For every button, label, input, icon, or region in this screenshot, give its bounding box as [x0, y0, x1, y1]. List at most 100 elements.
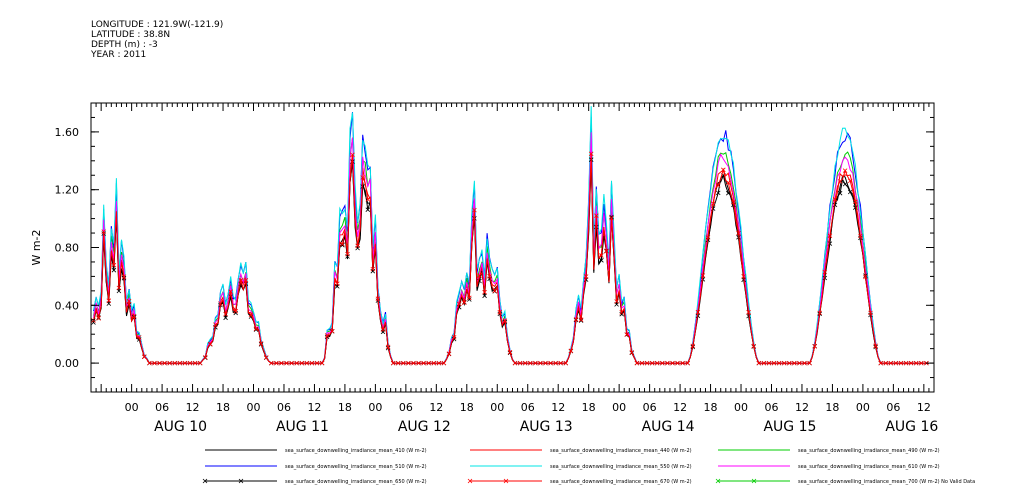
- y-tick-label: 0.40: [55, 299, 80, 312]
- series-marker-6: [91, 320, 96, 325]
- y-tick-label: 0.80: [55, 242, 80, 255]
- series-marker-7: [502, 318, 508, 323]
- series-line-7: [93, 153, 929, 364]
- legend-label: sea_surface_downwelling_irradiance_mean_…: [285, 464, 427, 470]
- series-marker-7: [548, 360, 553, 366]
- x-tick-label: 00: [125, 401, 139, 414]
- series-marker-7: [685, 360, 690, 366]
- legend-label: sea_surface_downwelling_irradiance_mean_…: [798, 479, 975, 485]
- y-tick-label: 1.20: [55, 184, 80, 197]
- x-tick-label: 12: [307, 401, 321, 414]
- series-marker-7: [903, 360, 909, 366]
- legend-item-2: sea_surface_downwelling_irradiance_mean_…: [718, 448, 940, 454]
- series-marker-6: [233, 310, 238, 316]
- series-marker-7: [512, 360, 518, 366]
- series-marker-7: [436, 360, 442, 366]
- series-marker-7: [284, 360, 289, 366]
- series-marker-7: [263, 355, 269, 360]
- x-tick-label: 06: [643, 401, 657, 414]
- series-line-1: [93, 150, 929, 364]
- x-tick-label: 06: [886, 401, 900, 414]
- series-marker-7: [751, 343, 756, 349]
- series-marker-7: [279, 360, 284, 366]
- series-marker-7: [462, 300, 467, 305]
- series-marker-6: [467, 297, 472, 302]
- series-marker-7: [131, 313, 137, 319]
- series-marker-7: [238, 278, 244, 283]
- axes-layer: 0.00 0.40 0.80 1.20 1.60 W m-2 00 06 12 18 00 06 12 1…: [30, 102, 938, 435]
- x-tick-label: 12: [673, 401, 687, 414]
- x-tick-label: 18: [460, 401, 474, 414]
- series-marker-6: [578, 318, 584, 323]
- series-marker-6: [715, 190, 721, 196]
- series-marker-7: [558, 360, 563, 366]
- x-tick-label: 18: [704, 401, 718, 414]
- series-marker-7: [487, 274, 492, 279]
- series-marker-7: [380, 327, 386, 332]
- legend-marker: [202, 478, 208, 484]
- series-marker-7: [629, 350, 635, 355]
- series-marker-6: [619, 311, 624, 317]
- series-marker-7: [350, 152, 355, 158]
- x-tick-label: 00: [247, 401, 261, 414]
- series-marker-7: [660, 360, 665, 366]
- date-label: AUG 11: [276, 419, 329, 435]
- series-marker-7: [599, 253, 604, 258]
- series-marker-7: [446, 351, 452, 356]
- series-marker-7: [289, 360, 294, 366]
- series-marker-7: [340, 241, 345, 247]
- series-marker-7: [406, 360, 411, 366]
- x-tick-label: 12: [795, 401, 809, 414]
- series-marker-7: [136, 335, 142, 340]
- series-marker-7: [588, 151, 594, 157]
- series-marker-6: [111, 267, 117, 273]
- series-marker-7: [883, 360, 889, 366]
- series-marker-7: [243, 278, 249, 283]
- series-marker-6: [842, 181, 848, 187]
- series-marker-6: [340, 242, 345, 248]
- x-tick-label: 18: [825, 401, 839, 414]
- series-marker-7: [111, 262, 117, 268]
- series-marker-7: [187, 360, 193, 366]
- series-marker-7: [121, 274, 127, 279]
- series-marker-7: [492, 288, 497, 294]
- series-marker-7: [426, 360, 431, 366]
- legend-item-1: sea_surface_downwelling_irradiance_mean_…: [470, 448, 692, 454]
- series-layer: [91, 106, 929, 366]
- series-marker-7: [563, 360, 569, 366]
- series-marker-7: [269, 360, 274, 366]
- date-label: AUG 12: [398, 419, 451, 435]
- year-text: YEAR : 2011: [91, 50, 147, 60]
- y-tick-label: 1.60: [55, 126, 80, 139]
- series-marker-7: [152, 360, 157, 366]
- legend-label: sea_surface_downwelling_irradiance_mean_…: [798, 448, 940, 454]
- series-marker-7: [218, 301, 223, 306]
- series-line-2: [93, 125, 929, 364]
- series-marker-7: [324, 333, 330, 338]
- series-marker-7: [370, 266, 376, 272]
- x-tick-label: 06: [399, 401, 413, 414]
- series-marker-7: [375, 296, 381, 301]
- series-marker-7: [553, 360, 558, 366]
- series-marker-7: [309, 360, 315, 366]
- x-tick-label: 00: [612, 401, 626, 414]
- series-marker-7: [893, 360, 899, 366]
- date-label: AUG 14: [642, 419, 695, 435]
- series-marker-7: [253, 326, 259, 331]
- series-marker-7: [812, 344, 817, 349]
- series-marker-6: [253, 327, 259, 332]
- series-marker-7: [878, 360, 883, 366]
- legend-item-8: sea_surface_downwelling_irradiance_mean_…: [715, 478, 975, 485]
- series-marker-7: [477, 273, 482, 278]
- series-marker-7: [741, 274, 746, 279]
- series-marker-7: [908, 360, 914, 366]
- series-marker-7: [639, 360, 645, 366]
- series-marker-7: [746, 309, 751, 315]
- legend-item-0: sea_surface_downwelling_irradiance_mean_…: [205, 448, 427, 454]
- series-marker-7: [675, 360, 680, 366]
- series-marker-7: [172, 360, 178, 366]
- legend-marker: [503, 478, 509, 484]
- series-marker-7: [208, 341, 213, 347]
- series-marker-7: [644, 360, 650, 366]
- legend-item-6: sea_surface_downwelling_irradiance_mean_…: [202, 478, 427, 485]
